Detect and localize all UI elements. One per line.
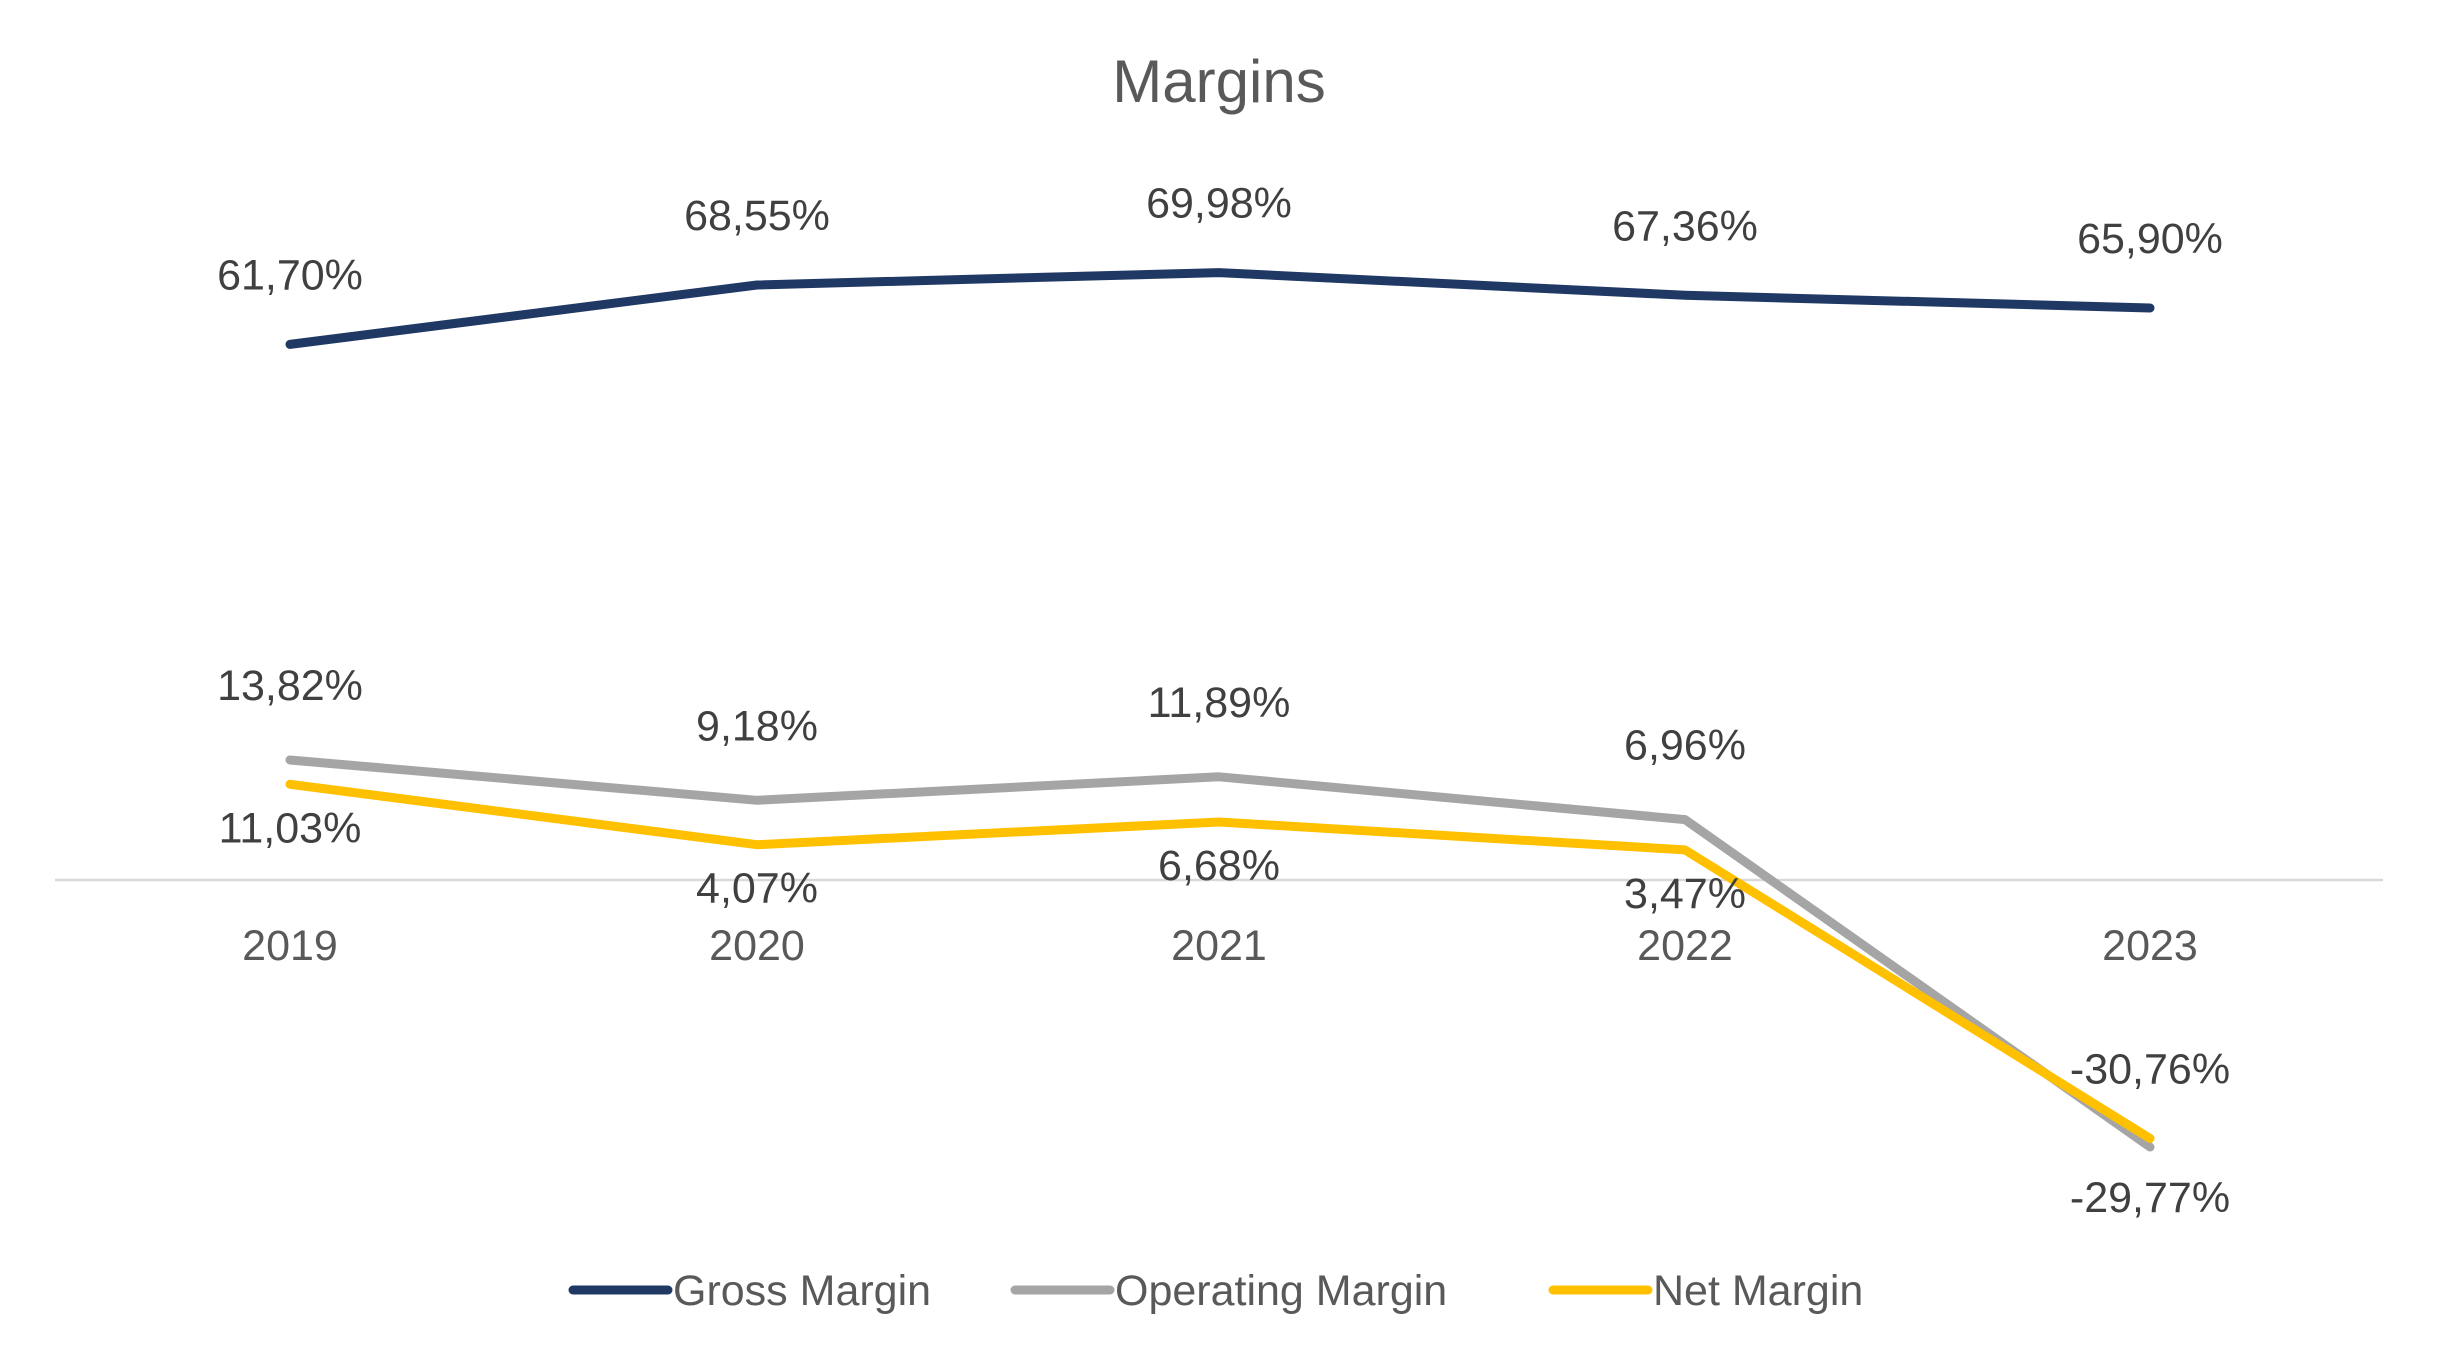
series-lines <box>285 268 2155 1152</box>
data-label-operating-margin-2020: 9,18% <box>696 702 818 750</box>
data-label-gross-margin-2023: 65,90% <box>2077 215 2223 263</box>
x-axis-tick-labels: 2019 2020 2021 2022 2023 <box>242 922 2198 970</box>
data-label-gross-margin-2022: 67,36% <box>1612 202 1758 250</box>
legend: Gross Margin Operating Margin Net Margin <box>568 1267 1863 1315</box>
series-line-net-margin <box>285 779 2155 1143</box>
data-label-operating-margin-2023: -30,76% <box>2070 1045 2230 1093</box>
series-line-gross-margin <box>285 268 2155 349</box>
legend-label-gross-margin: Gross Margin <box>673 1267 931 1315</box>
data-labels: 61,70% 68,55% 69,98% 67,36% 65,90% 13,82% 9,18… <box>217 180 2230 1222</box>
legend-label-net-margin: Net Margin <box>1653 1267 1863 1315</box>
data-label-gross-margin-2019: 61,70% <box>217 251 363 299</box>
data-label-operating-margin-2021: 11,89% <box>1148 679 1291 727</box>
data-label-net-margin-2022: 3,47% <box>1624 870 1746 918</box>
data-label-net-margin-2020: 4,07% <box>696 865 818 913</box>
data-label-net-margin-2019: 11,03% <box>219 804 362 852</box>
x-tick-label-2022: 2022 <box>1637 922 1733 970</box>
data-label-operating-margin-2019: 13,82% <box>217 662 363 710</box>
data-label-operating-margin-2022: 6,96% <box>1624 722 1746 770</box>
chart-title: Margins <box>1112 48 1325 115</box>
data-label-gross-margin-2020: 68,55% <box>684 192 830 240</box>
data-label-gross-margin-2021: 69,98% <box>1146 180 1292 228</box>
x-tick-label-2020: 2020 <box>709 922 805 970</box>
data-label-net-margin-2023: -29,77% <box>2070 1174 2230 1222</box>
x-tick-label-2023: 2023 <box>2102 922 2198 970</box>
x-tick-label-2021: 2021 <box>1171 922 1267 970</box>
legend-label-operating-margin: Operating Margin <box>1115 1267 1447 1315</box>
series-line-operating-margin <box>285 755 2155 1152</box>
x-tick-label-2019: 2019 <box>242 922 338 970</box>
data-label-net-margin-2021: 6,68% <box>1158 842 1280 890</box>
